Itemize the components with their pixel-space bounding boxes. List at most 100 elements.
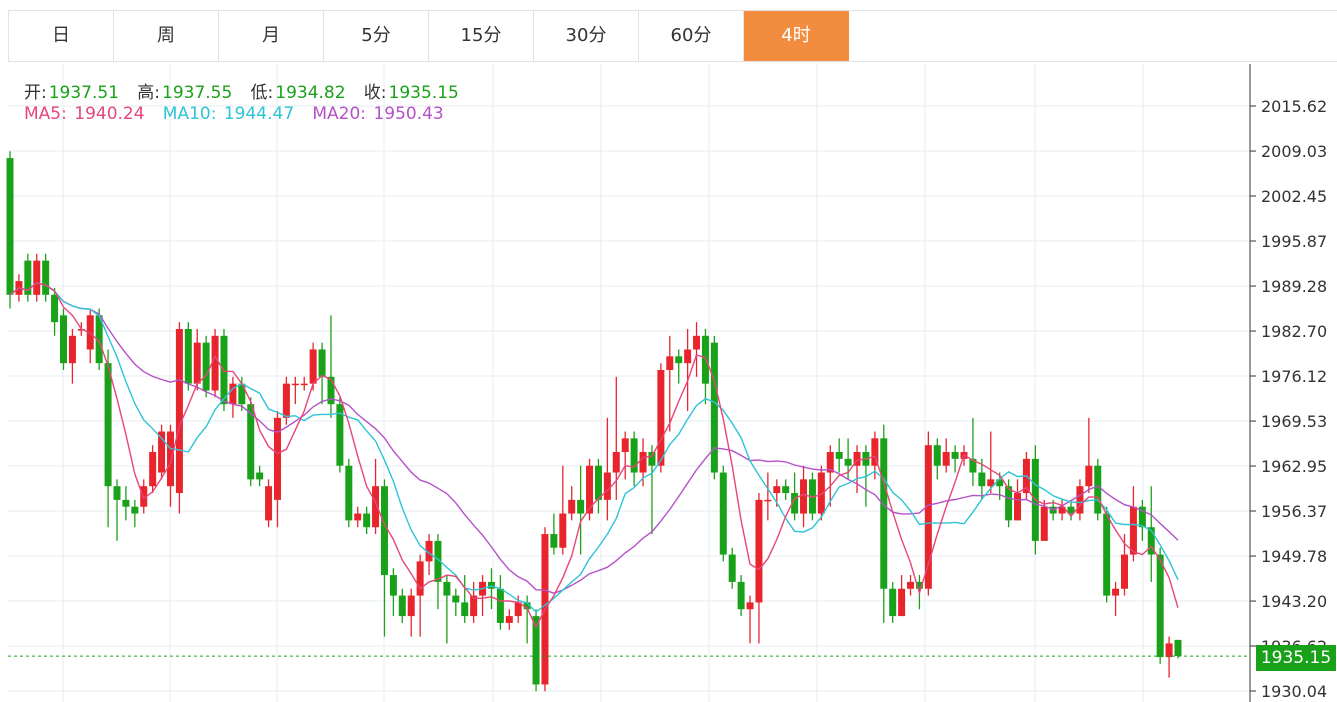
candle-body-5 xyxy=(51,294,59,323)
candle-body-103 xyxy=(924,445,932,589)
candle-body-77 xyxy=(693,335,701,350)
y-tick-label-3: 1995.87 xyxy=(1261,232,1327,251)
tabs-filler xyxy=(848,10,1337,62)
candle-body-23 xyxy=(211,335,219,391)
y-tick-label-9: 1956.37 xyxy=(1261,502,1327,521)
candle-body-126 xyxy=(1129,506,1137,555)
tab-1[interactable]: 周 xyxy=(114,11,219,61)
tab-2[interactable]: 月 xyxy=(219,11,324,61)
candle-body-32 xyxy=(291,383,299,386)
candle-body-89 xyxy=(800,479,808,514)
candle-body-100 xyxy=(898,588,906,617)
candle-body-78 xyxy=(701,335,709,384)
candle-body-62 xyxy=(559,513,567,548)
candle-body-15 xyxy=(140,486,148,507)
candle-body-18 xyxy=(166,431,174,487)
candle-body-82 xyxy=(737,581,745,610)
candle-body-52 xyxy=(470,595,478,617)
candle-body-83 xyxy=(746,602,754,610)
candle-body-88 xyxy=(791,493,799,514)
candle-body-45 xyxy=(407,595,415,617)
candle-body-26 xyxy=(238,383,246,405)
candle-body-119 xyxy=(1067,506,1075,514)
candle-body-47 xyxy=(425,540,433,562)
candle-body-43 xyxy=(389,575,397,596)
candle-body-122 xyxy=(1094,465,1102,514)
candle-body-85 xyxy=(764,499,772,502)
candle-body-69 xyxy=(621,438,629,453)
ma20-value: 1950.43 xyxy=(373,104,444,124)
candle-body-61 xyxy=(550,534,558,548)
candle-body-42 xyxy=(380,486,388,576)
candle-body-40 xyxy=(363,513,371,528)
candle-body-124 xyxy=(1112,588,1120,596)
ma20-line xyxy=(9,282,1179,594)
ohlc-info: 开: 1937.51 高: 1937.55 低: 1934.82 收: 1935.15 xyxy=(24,78,461,103)
y-tick-label-4: 1989.28 xyxy=(1261,277,1327,296)
candle-body-50 xyxy=(452,595,460,603)
candle-body-127 xyxy=(1138,506,1146,528)
close-value: 1935.15 xyxy=(388,83,459,103)
y-tick-label-2: 2002.45 xyxy=(1261,187,1327,206)
y-tick-label-0: 2015.62 xyxy=(1261,97,1327,116)
y-tick-label-7: 1969.53 xyxy=(1261,412,1327,431)
candle-body-112 xyxy=(1005,486,1013,521)
candle-body-75 xyxy=(675,356,683,364)
candle-body-35 xyxy=(318,349,326,377)
candle-body-48 xyxy=(434,540,442,582)
candle-body-67 xyxy=(603,472,611,500)
candle-body-108 xyxy=(969,458,977,473)
candle-body-21 xyxy=(193,342,201,384)
candle-body-91 xyxy=(817,472,825,514)
candle-body-97 xyxy=(871,438,879,466)
candle-body-0 xyxy=(6,158,14,295)
candle-body-49 xyxy=(443,581,451,596)
candle-body-31 xyxy=(282,383,290,418)
y-tick-label-5: 1982.70 xyxy=(1261,322,1327,341)
candle-body-109 xyxy=(978,472,986,487)
tab-5[interactable]: 30分 xyxy=(534,11,639,61)
high-label: 高: xyxy=(137,83,160,103)
candle-body-2 xyxy=(24,260,32,295)
candle-body-95 xyxy=(853,452,861,466)
low-label: 低: xyxy=(250,83,274,103)
candle-body-129 xyxy=(1156,554,1164,658)
candle-body-27 xyxy=(247,404,255,480)
candle-body-80 xyxy=(719,472,727,555)
candle-body-68 xyxy=(612,452,620,473)
open-value: 1937.51 xyxy=(48,83,120,103)
candle-body-66 xyxy=(594,465,602,500)
candle-body-102 xyxy=(915,581,923,589)
candle-body-30 xyxy=(273,417,281,500)
candle-body-74 xyxy=(666,356,674,370)
candle-body-65 xyxy=(586,465,594,514)
candle-body-20 xyxy=(184,328,192,384)
candle-body-59 xyxy=(532,616,540,685)
candle-body-123 xyxy=(1103,513,1111,596)
candle-body-125 xyxy=(1121,554,1129,589)
candle-body-87 xyxy=(782,486,790,494)
y-tick-label-1: 2009.03 xyxy=(1261,142,1327,161)
candle-body-17 xyxy=(158,431,166,473)
candle-body-58 xyxy=(523,602,531,610)
tab-7[interactable]: 4时 xyxy=(744,11,849,61)
ma5-label: MA5: xyxy=(24,104,67,124)
candle-body-6 xyxy=(59,315,67,364)
candle-body-36 xyxy=(327,376,335,405)
ma5-line xyxy=(9,282,1179,629)
candle-body-46 xyxy=(416,561,424,596)
tab-4[interactable]: 15分 xyxy=(429,11,534,61)
y-tick-label-8: 1962.95 xyxy=(1261,457,1327,476)
tab-3[interactable]: 5分 xyxy=(324,11,429,61)
candle-body-99 xyxy=(889,588,897,617)
candle-body-51 xyxy=(461,602,469,617)
y-tick-label-10: 1949.78 xyxy=(1261,547,1327,566)
tab-6[interactable]: 60分 xyxy=(639,11,744,61)
candle-body-11 xyxy=(104,363,112,487)
candle-body-93 xyxy=(835,452,843,459)
candle-body-130 xyxy=(1165,643,1173,658)
candle-body-79 xyxy=(710,342,718,473)
tab-0[interactable]: 日 xyxy=(9,11,114,61)
candle-body-4 xyxy=(42,260,50,295)
